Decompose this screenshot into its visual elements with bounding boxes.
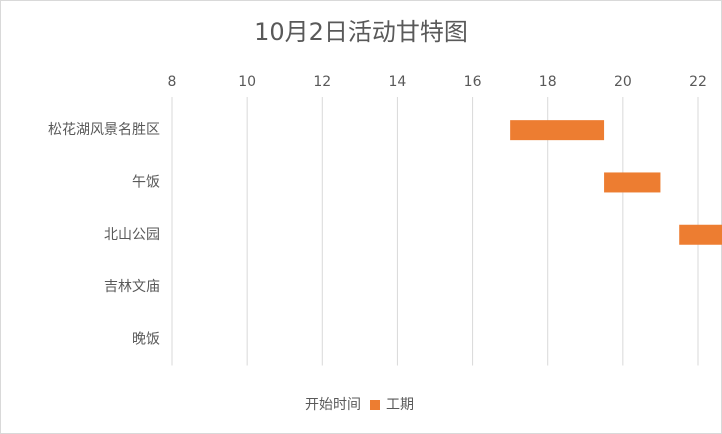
y-tick-label: 晚饭 — [132, 331, 160, 347]
x-tick-label: 18 — [539, 74, 557, 90]
x-tick-label: 22 — [689, 74, 707, 90]
x-tick-label: 16 — [464, 74, 482, 90]
x-tick-label: 20 — [614, 74, 632, 90]
x-tick-label: 12 — [313, 74, 331, 90]
bar — [679, 224, 722, 245]
y-tick-label: 北山公园 — [104, 227, 160, 243]
x-tick-label: 14 — [389, 74, 407, 90]
chart-title: 10月2日活动甘特图 — [254, 18, 468, 46]
legend-label: 开始时间 — [305, 397, 361, 413]
y-tick-label: 午饭 — [132, 174, 160, 190]
bar — [604, 172, 661, 193]
bar — [510, 120, 605, 141]
legend-label: 工期 — [386, 397, 414, 413]
x-tick-label: 8 — [168, 74, 177, 90]
legend-swatch — [370, 400, 380, 410]
y-tick-label: 吉林文庙 — [104, 279, 160, 295]
x-tick-label: 10 — [238, 74, 256, 90]
y-tick-label: 松花湖风景名胜区 — [48, 122, 160, 138]
